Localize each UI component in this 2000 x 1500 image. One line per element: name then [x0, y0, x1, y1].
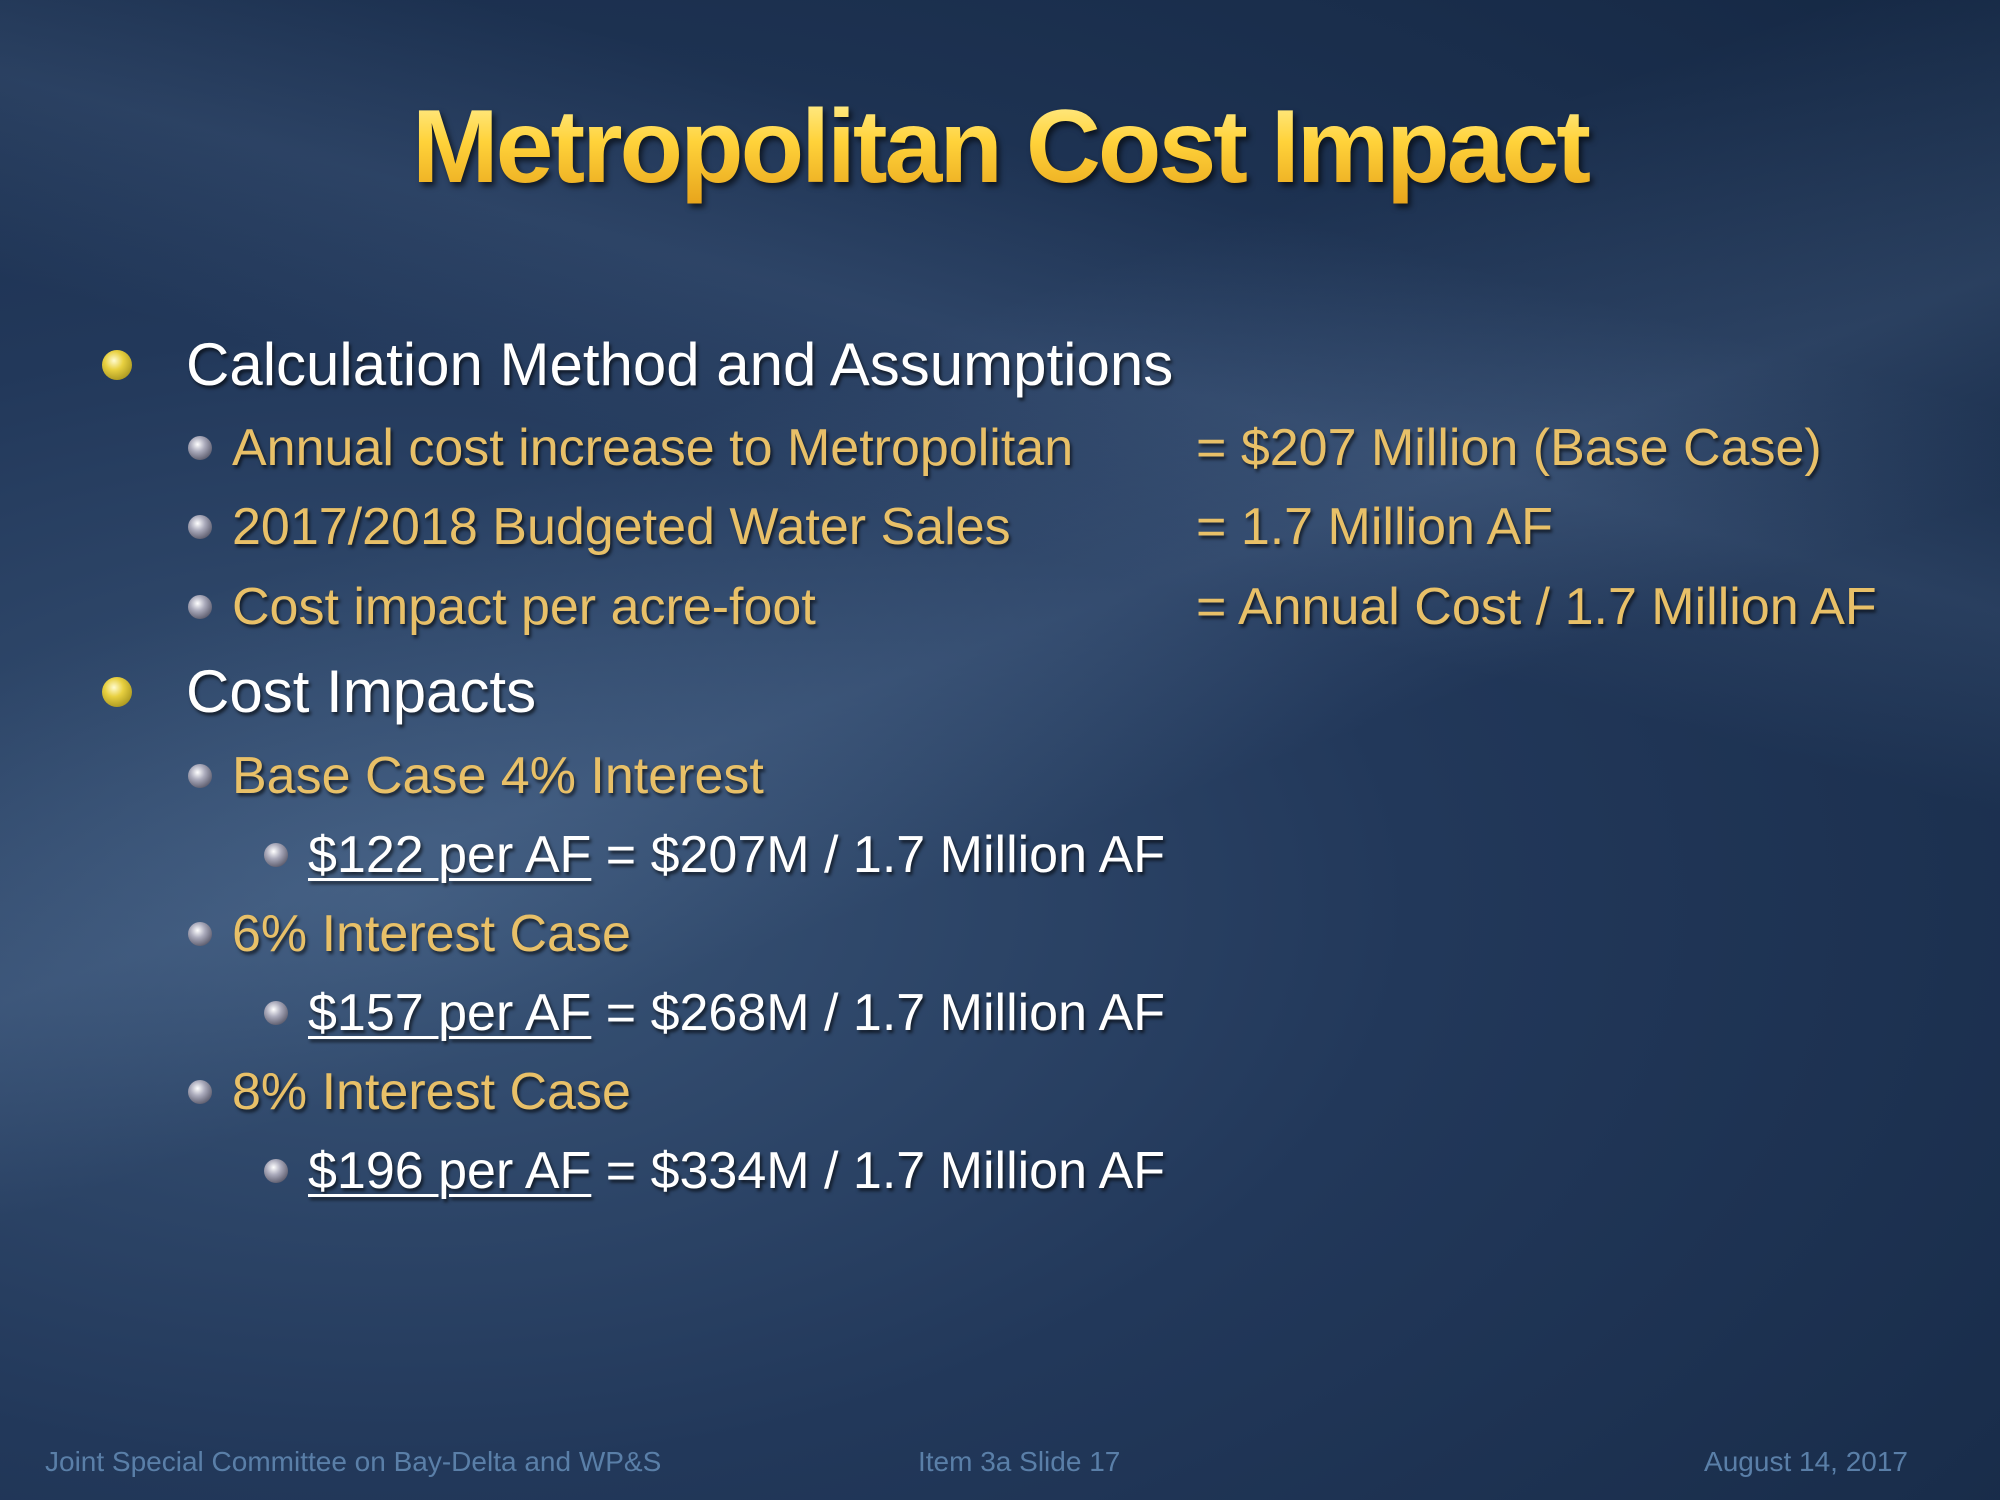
slide-title: Metropolitan Cost Impact	[0, 88, 2000, 207]
bullet-8pct: 8% Interest Case	[188, 1062, 631, 1122]
bullet-annual-cost: Annual cost increase to Metropolitan	[188, 418, 1073, 478]
item-label: 6% Interest Case	[232, 905, 631, 963]
footer-committee: Joint Special Committee on Bay-Delta and…	[45, 1446, 662, 1477]
bullet-calculation-method: Calculation Method and Assumptions	[102, 330, 1173, 399]
bullet-base-case: Base Case 4% Interest	[188, 746, 764, 806]
silver-bullet-icon	[188, 1080, 212, 1104]
cost-formula: = $268M / 1.7 Million AF	[591, 984, 1166, 1042]
bullet-water-sales: 2017/2018 Budgeted Water Sales	[188, 497, 1011, 557]
cost-per-af: $196 per AF	[308, 1142, 592, 1200]
footer-slide-number: Item 3a Slide 17	[918, 1446, 1121, 1477]
bullet-cost-per-af: Cost impact per acre-foot	[188, 577, 816, 637]
item-label: Annual cost increase to Metropolitan	[232, 419, 1074, 477]
silver-bullet-icon	[188, 436, 212, 460]
gold-bullet-icon	[102, 676, 132, 707]
item-label: 8% Interest Case	[232, 1063, 631, 1121]
item-value: = Annual Cost / 1.7 Million AF	[1196, 578, 1877, 636]
item-value: = 1.7 Million AF	[1196, 498, 1553, 556]
footer-date: August 14, 2017	[1704, 1446, 1908, 1477]
item-label: Base Case 4% Interest	[232, 747, 764, 805]
item-label: 2017/2018 Budgeted Water Sales	[232, 498, 1011, 556]
silver-bullet-icon	[188, 595, 212, 619]
bullet-6pct: 6% Interest Case	[188, 904, 631, 964]
cost-formula: = $207M / 1.7 Million AF	[591, 826, 1166, 884]
section-heading: Cost Impacts	[186, 658, 537, 725]
cost-per-af: $122 per AF	[308, 826, 592, 884]
cost-per-af: $157 per AF	[308, 984, 592, 1042]
silver-bullet-icon	[188, 515, 212, 539]
silver-bullet-icon	[264, 1001, 288, 1025]
section-heading: Calculation Method and Assumptions	[186, 331, 1174, 398]
item-label: Cost impact per acre-foot	[232, 578, 816, 636]
detail-base-case: $122 per AF = $207M / 1.7 Million AF	[264, 825, 1165, 885]
detail-6pct: $157 per AF = $268M / 1.7 Million AF	[264, 983, 1165, 1043]
gold-bullet-icon	[102, 349, 132, 380]
silver-bullet-icon	[188, 922, 212, 946]
item-value: = $207 Million (Base Case)	[1196, 419, 1822, 477]
silver-bullet-icon	[264, 1159, 288, 1183]
silver-bullet-icon	[188, 764, 212, 788]
detail-8pct: $196 per AF = $334M / 1.7 Million AF	[264, 1141, 1165, 1201]
bullet-cost-impacts: Cost Impacts	[102, 657, 536, 726]
cost-formula: = $334M / 1.7 Million AF	[591, 1142, 1166, 1200]
silver-bullet-icon	[264, 843, 288, 867]
